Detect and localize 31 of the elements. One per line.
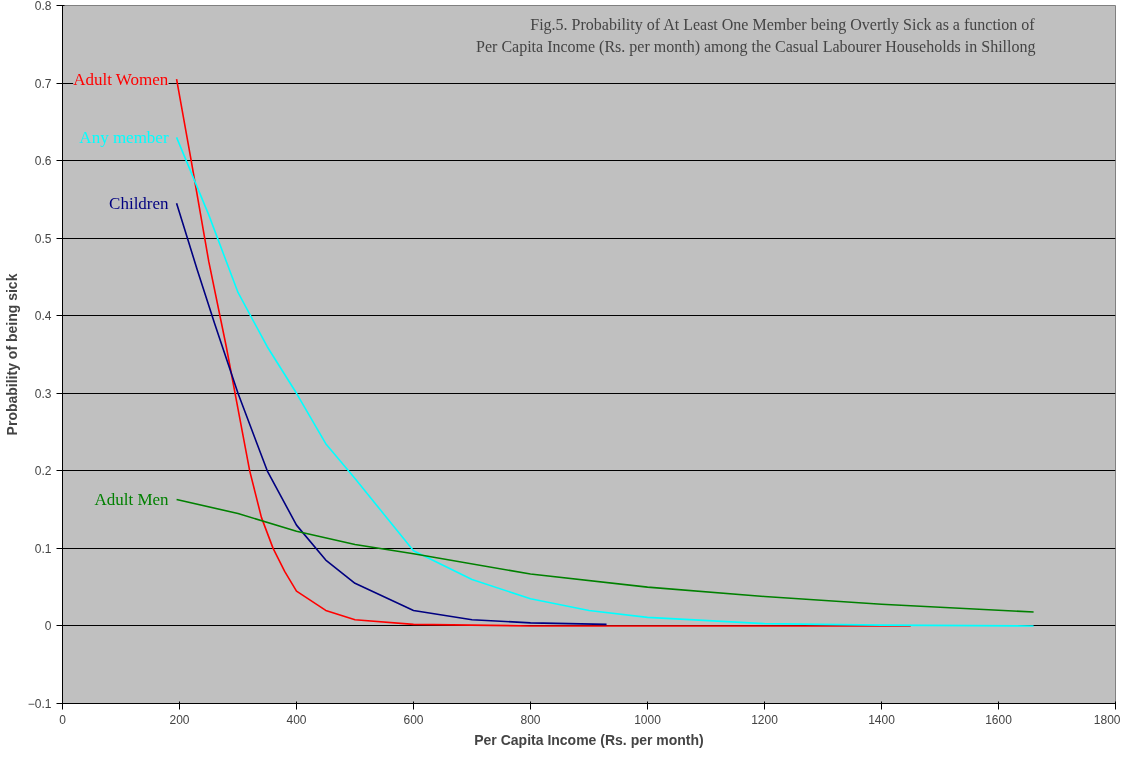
line-series xyxy=(175,498,1035,613)
y-tick-label: −0.1 xyxy=(27,697,52,711)
y-tick-label: 0.1 xyxy=(34,541,52,556)
text: Fig.5. Probability of At Least One Member being Overtly Sick as a function of Per Capita Income (Rs. per month) among the Casual Labourer Households in Shillong xyxy=(476,15,1036,56)
y-tick-label: 0.6 xyxy=(34,154,52,169)
x-tick-label: 800 xyxy=(520,712,541,727)
y-tick-label: 0.4 xyxy=(34,309,52,324)
x-tick-label: 200 xyxy=(169,712,190,727)
y-tick-label: 0.8 xyxy=(34,0,52,13)
series-label: Adult Men xyxy=(94,490,170,510)
x-tick-label: 400 xyxy=(286,712,307,727)
x-tick-label: 600 xyxy=(403,712,424,727)
y-tick-label: 0.7 xyxy=(34,76,52,91)
x-axis-title: Per Capita Income (Rs. per month) xyxy=(474,731,704,748)
x-tick-label: 1000 xyxy=(634,712,662,727)
x-tick-label: 1800 xyxy=(1093,712,1121,727)
line-series xyxy=(175,136,1035,627)
y-tick-label: 0 xyxy=(44,619,52,634)
line-series xyxy=(175,202,608,626)
y-tick-label: 0.2 xyxy=(34,464,52,479)
x-tick-label: 1200 xyxy=(751,712,779,727)
series-label: Any member xyxy=(79,127,169,147)
y-axis-title: Probability of being sick xyxy=(3,273,20,436)
series-label: Adult Women xyxy=(73,69,169,89)
x-tick-label: 0 xyxy=(59,712,67,727)
line-series xyxy=(175,78,912,627)
y-tick-label: 0.3 xyxy=(34,386,52,401)
series-label: Children xyxy=(109,193,170,213)
y-tick-label: 0.5 xyxy=(34,231,52,246)
x-tick-label: 1400 xyxy=(868,712,896,727)
x-tick-label: 1600 xyxy=(985,712,1013,727)
